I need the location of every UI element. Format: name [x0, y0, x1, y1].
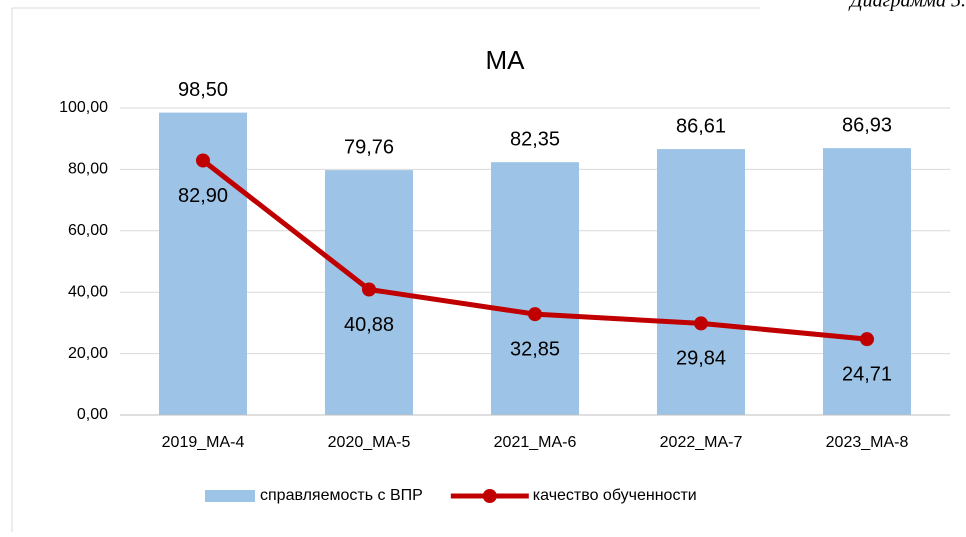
chart-title: МА — [486, 45, 526, 75]
line-value-label: 29,84 — [676, 348, 726, 370]
legend-swatch-dot — [482, 489, 497, 503]
y-tick-label: 20,00 — [68, 345, 108, 362]
line-point — [196, 153, 210, 168]
y-tick-label: 40,00 — [68, 283, 108, 300]
line-value-label: 40,88 — [344, 314, 394, 336]
line-value-label: 82,90 — [178, 185, 228, 207]
y-tick-label: 100,00 — [59, 99, 108, 116]
line-point — [362, 282, 376, 297]
line-point — [860, 332, 874, 347]
caption: Диаграмма 5. — [848, 0, 966, 12]
x-tick-label: 2019_МА-4 — [162, 434, 245, 451]
legend-swatch — [205, 490, 255, 502]
y-tick-label: 60,00 — [68, 222, 108, 239]
legend-label: качество обученности — [533, 487, 697, 504]
chart-frame — [11, 7, 966, 537]
caption-bg — [760, 0, 966, 9]
bar-value-label: 79,76 — [344, 136, 394, 158]
x-tick-label: 2023_МА-8 — [826, 434, 909, 451]
line-value-label: 32,85 — [510, 338, 560, 360]
y-tick-label: 80,00 — [68, 161, 108, 178]
bar-value-label: 82,35 — [510, 128, 560, 150]
x-tick-label: 2021_МА-6 — [494, 434, 577, 451]
line-value-label: 24,71 — [842, 363, 892, 385]
line-point — [528, 307, 542, 322]
y-tick-label: 0,00 — [77, 406, 108, 423]
x-tick-label: 2020_МА-5 — [328, 434, 411, 451]
bar — [491, 162, 579, 415]
bar-value-label: 86,61 — [676, 115, 726, 137]
x-tick-label: 2022_МА-7 — [660, 434, 743, 451]
bar-value-label: 86,93 — [842, 114, 892, 136]
bar — [823, 148, 911, 416]
line-point — [694, 316, 708, 331]
bar-value-label: 98,50 — [178, 79, 228, 101]
legend-label: справляемость с ВПР — [260, 487, 423, 504]
bar — [657, 149, 745, 415]
